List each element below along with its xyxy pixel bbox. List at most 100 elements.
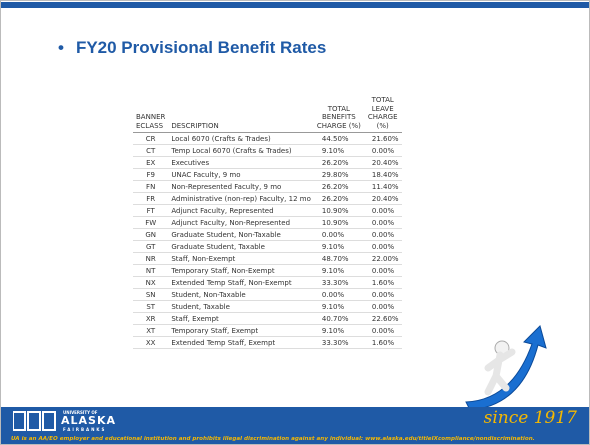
- table-cell: 1.60%: [364, 277, 402, 289]
- logo-mark: [13, 410, 57, 432]
- table-cell: 9.10%: [314, 241, 364, 253]
- table-cell: Student, Taxable: [168, 301, 314, 313]
- notice-text: UA is an AA/EO employer and educational …: [11, 436, 535, 442]
- table-cell: 48.70%: [314, 253, 364, 265]
- table-cell: GT: [133, 241, 168, 253]
- table-cell: Administrative (non-rep) Faculty, 12 mo: [168, 193, 314, 205]
- table-cell: 0.00%: [364, 325, 402, 337]
- table-cell: 21.60%: [364, 133, 402, 145]
- table-cell: 10.90%: [314, 217, 364, 229]
- table-cell: Temporary Staff, Non-Exempt: [168, 265, 314, 277]
- table-cell: GN: [133, 229, 168, 241]
- table-cell: Staff, Non-Exempt: [168, 253, 314, 265]
- table-cell: ST: [133, 301, 168, 313]
- header-cell: TOTAL BENEFITS CHARGE (%): [314, 96, 364, 133]
- table-cell: Executives: [168, 157, 314, 169]
- arrow: [466, 326, 546, 410]
- table-cell: 33.30%: [314, 337, 364, 349]
- table-cell: Extended Temp Staff, Non-Exempt: [168, 277, 314, 289]
- table-cell: 0.00%: [364, 301, 402, 313]
- table-cell: 40.70%: [314, 313, 364, 325]
- slide: FY20 Provisional Benefit Rates BANNER EC…: [0, 0, 590, 445]
- table-cell: 9.10%: [314, 145, 364, 157]
- rising-arrow-figure: [462, 322, 552, 412]
- table-cell: Non-Represented Faculty, 9 mo: [168, 181, 314, 193]
- table-cell: 33.30%: [314, 277, 364, 289]
- table-cell: F9: [133, 169, 168, 181]
- table-cell: 9.10%: [314, 325, 364, 337]
- since-text: since 1917: [484, 408, 577, 428]
- table-cell: 0.00%: [364, 241, 402, 253]
- table-cell: Adjunct Faculty, Represented: [168, 205, 314, 217]
- table-cell: FT: [133, 205, 168, 217]
- table-cell: 11.40%: [364, 181, 402, 193]
- table-cell: Graduate Student, Non-Taxable: [168, 229, 314, 241]
- table-cell: 0.00%: [364, 229, 402, 241]
- footer-bar: UNIVERSITY OF ALASKA FAIRBANKS since 191…: [1, 407, 589, 444]
- table-cell: Temporary Staff, Exempt: [168, 325, 314, 337]
- table-cell: Temp Local 6070 (Crafts & Trades): [168, 145, 314, 157]
- header-cell: BANNER ECLASS: [133, 96, 168, 133]
- table-cell: CT: [133, 145, 168, 157]
- table-cell: NT: [133, 265, 168, 277]
- table-cell: 0.00%: [314, 289, 364, 301]
- slide-title: FY20 Provisional Benefit Rates: [58, 38, 326, 58]
- table-cell: 0.00%: [314, 229, 364, 241]
- table-cell: NR: [133, 253, 168, 265]
- table-cell: 0.00%: [364, 217, 402, 229]
- table-cell: Local 6070 (Crafts & Trades): [168, 133, 314, 145]
- table-cell: Staff, Exempt: [168, 313, 314, 325]
- table-cell: 20.40%: [364, 193, 402, 205]
- table-cell: EX: [133, 157, 168, 169]
- table-cell: XR: [133, 313, 168, 325]
- table-cell: 10.90%: [314, 205, 364, 217]
- table-cell: Adjunct Faculty, Non-Represented: [168, 217, 314, 229]
- header-cell: TOTAL LEAVE CHARGE (%): [364, 96, 402, 133]
- table-cell: 20.40%: [364, 157, 402, 169]
- table-cell: 9.10%: [314, 301, 364, 313]
- figure-body: [488, 352, 512, 392]
- table-cell: 22.60%: [364, 313, 402, 325]
- table-cell: Graduate Student, Taxable: [168, 241, 314, 253]
- table-cell: FN: [133, 181, 168, 193]
- table-cell: 0.00%: [364, 145, 402, 157]
- table-cell: 29.80%: [314, 169, 364, 181]
- table-cell: XX: [133, 337, 168, 349]
- logo-main: ALASKA: [61, 414, 116, 427]
- table-cell: 22.00%: [364, 253, 402, 265]
- table-cell: 0.00%: [364, 205, 402, 217]
- table-cell: 0.00%: [364, 289, 402, 301]
- table-cell: CR: [133, 133, 168, 145]
- table-cell: 26.20%: [314, 181, 364, 193]
- table-cell: FW: [133, 217, 168, 229]
- table-cell: 44.50%: [314, 133, 364, 145]
- table-cell: 0.00%: [364, 265, 402, 277]
- top-bar: [1, 2, 589, 8]
- table-cell: XT: [133, 325, 168, 337]
- table-cell: 18.40%: [364, 169, 402, 181]
- table-cell: NX: [133, 277, 168, 289]
- table-cell: 26.20%: [314, 193, 364, 205]
- table-cell: FR: [133, 193, 168, 205]
- logo-sub: FAIRBANKS: [63, 427, 106, 432]
